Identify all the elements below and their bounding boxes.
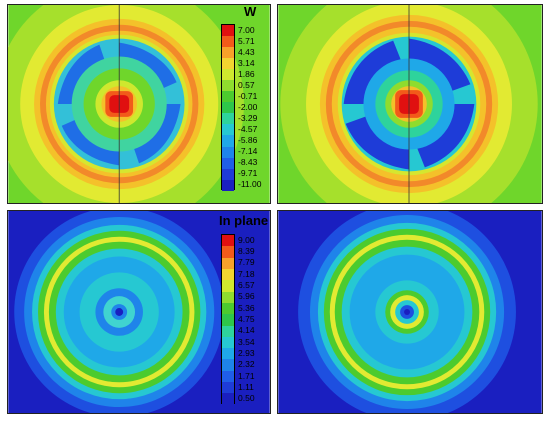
legend-swatch: [222, 336, 234, 349]
legend-swatch: [222, 91, 234, 103]
legend-swatch: [222, 146, 234, 158]
legend-level-label: 2.93: [238, 348, 255, 358]
legend-swatch: [222, 359, 234, 371]
legend-level-label: 1.86: [238, 68, 255, 79]
legend-swatch: [222, 58, 234, 70]
legend-level-label: 3.14: [238, 57, 255, 68]
legend-swatch: [222, 179, 234, 191]
legend-level-label: -4.57: [238, 124, 258, 135]
inplane-contour-panel-right: [277, 210, 543, 414]
legend-level-label: 6.57: [238, 280, 255, 290]
legend-swatch: [222, 348, 234, 360]
legend-level-label: 0.50: [238, 393, 255, 404]
inplane-legend-title: In plane: [219, 213, 269, 228]
legend-swatch: [222, 393, 234, 405]
legend-swatch: [222, 47, 234, 59]
legend-swatch: [222, 280, 234, 292]
legend-level-label: 7.79: [238, 257, 255, 268]
legend-level-label: -9.71: [238, 168, 258, 179]
legend-level-label: -7.14: [238, 146, 258, 157]
legend-swatch: [222, 235, 234, 247]
legend-swatch: [222, 268, 234, 281]
legend-swatch: [222, 25, 234, 37]
legend-level-label: 4.14: [238, 325, 255, 336]
legend-level-label: -0.71: [238, 90, 258, 101]
legend-swatch: [222, 102, 234, 114]
legend-level-label: 5.96: [238, 291, 255, 302]
legend-swatch: [222, 80, 234, 92]
inplane-contour-plot-right: [278, 211, 542, 413]
legend-swatch: [222, 113, 234, 125]
legend-swatch: [222, 124, 234, 136]
legend-level-label: 2.32: [238, 359, 255, 370]
inplane-legend-colorbar: [221, 234, 235, 405]
legend-swatch: [222, 314, 234, 326]
w-contour-panel-left: [7, 4, 271, 204]
w-contour-plot-right: [278, 5, 542, 203]
w-contour-plot-left: [8, 5, 270, 203]
legend-level-label: 5.36: [238, 302, 255, 313]
legend-level-label: 7.00: [238, 24, 255, 35]
legend-level-label: 1.11: [238, 382, 254, 392]
legend-level-label: -8.43: [238, 157, 258, 168]
legend-level-label: 9.00: [238, 234, 255, 245]
legend-level-label: 0.57: [238, 79, 255, 90]
legend-level-label: -11.00: [238, 179, 262, 190]
legend-level-label: 1.71: [238, 370, 255, 381]
legend-swatch: [222, 246, 234, 258]
legend-swatch: [222, 291, 234, 303]
legend-level-label: 8.39: [238, 246, 255, 256]
legend-swatch: [222, 36, 234, 48]
legend-level-label: 4.75: [238, 314, 255, 324]
legend-swatch: [222, 168, 234, 180]
w-legend-colorbar: [221, 24, 235, 191]
legend-swatch: [222, 370, 234, 383]
legend-swatch: [222, 302, 234, 315]
w-contour-panel-right: [277, 4, 543, 204]
legend-swatch: [222, 135, 234, 147]
w-legend-title: W: [244, 4, 257, 19]
legend-level-label: 5.71: [238, 35, 255, 46]
legend-level-label: 3.54: [238, 336, 255, 347]
legend-swatch: [222, 69, 234, 81]
legend-swatch: [222, 325, 234, 337]
legend-swatch: [222, 157, 234, 169]
legend-swatch: [222, 382, 234, 394]
inplane-legend: In plane 9.00 8.39 7.79 7.18 6.57 5.96 5.36 4.7…: [212, 210, 270, 406]
legend-swatch: [222, 257, 234, 269]
legend-level-label: -3.29: [238, 113, 258, 124]
legend-level-label: 4.43: [238, 46, 255, 57]
legend-level-label: -5.86: [238, 135, 258, 146]
w-legend: W 7.00 5.71 4.43 3.14 1.86 0.57 -0.71 -2.00 -3.2…: [212, 4, 270, 194]
legend-level-label: -2.00: [238, 102, 258, 112]
legend-level-label: 7.18: [238, 268, 255, 279]
